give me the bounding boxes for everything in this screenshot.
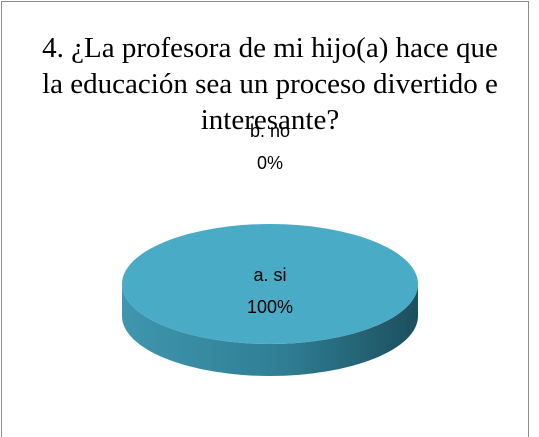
slice xyxy=(122,224,418,344)
data-label-value: 0% xyxy=(257,153,283,173)
chart-title: 4. ¿La profesora de mi hijo(a) hace que … xyxy=(42,32,498,136)
chart-frame xyxy=(1,1,529,437)
data-label-category: b. no xyxy=(250,121,290,141)
slice-side xyxy=(122,284,418,376)
data-label-value: 100% xyxy=(247,297,293,317)
data-label-category: a. si xyxy=(253,265,286,285)
